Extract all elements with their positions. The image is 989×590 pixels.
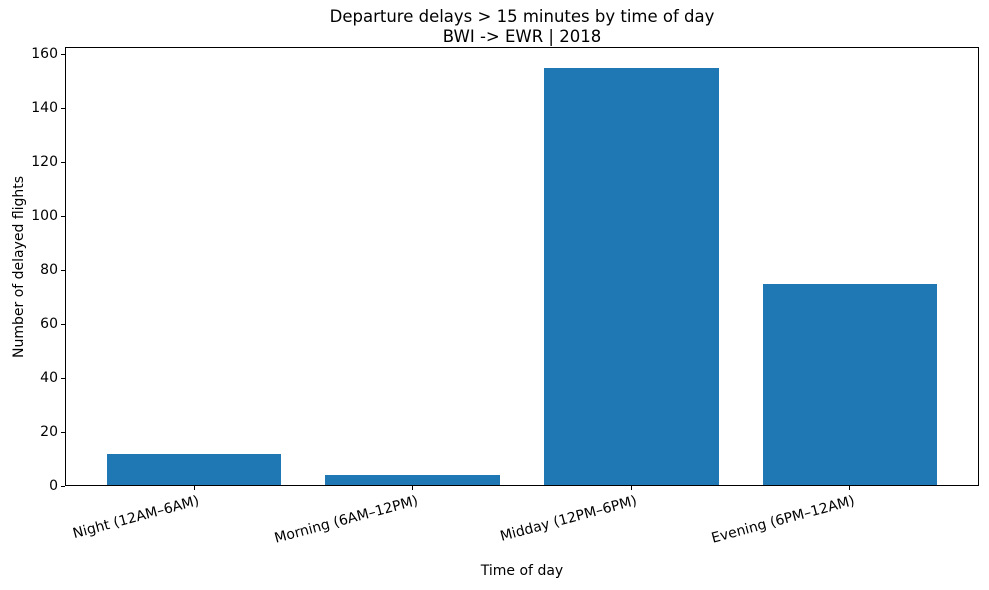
y-tick-mark — [61, 161, 65, 163]
chart-title-text: Departure delays > 15 minutes by time of… — [329, 7, 715, 26]
y-tick-mark — [61, 485, 65, 487]
y-tick-label: 60 — [40, 316, 58, 333]
y-tick-label: 120 — [31, 154, 58, 171]
x-tick-label: Evening (6PM–12AM) — [710, 493, 857, 547]
y-tick-mark — [61, 53, 65, 55]
bar — [106, 453, 282, 485]
bar — [762, 283, 938, 485]
chart-title: Departure delays > 15 minutes by time of… — [65, 7, 979, 47]
y-tick-label: 160 — [31, 46, 58, 63]
y-tick-label: 40 — [40, 370, 58, 387]
x-axis-label: Time of day — [480, 563, 564, 579]
y-tick-mark — [61, 107, 65, 109]
x-tick-label: Morning (6AM–12PM) — [272, 493, 420, 547]
bar — [543, 67, 719, 485]
y-tick-mark — [61, 215, 65, 217]
chart-subtitle-text: BWI -> EWR | 2018 — [442, 27, 602, 46]
bar — [325, 475, 501, 485]
x-tick-label: Midday (12PM–6PM) — [498, 493, 639, 545]
y-tick-label: 0 — [49, 478, 58, 494]
x-tick-mark — [630, 486, 632, 490]
y-tick-mark — [61, 269, 65, 271]
y-tick-mark — [61, 431, 65, 433]
x-tick-mark — [849, 486, 851, 490]
y-tick-label: 20 — [40, 424, 58, 441]
y-tick-label: 140 — [31, 100, 58, 117]
x-tick-label: Night (12AM–6AM) — [71, 493, 201, 543]
x-tick-mark — [193, 486, 195, 490]
y-tick-label: 80 — [40, 262, 58, 279]
y-tick-mark — [61, 377, 65, 379]
y-tick-label: 100 — [31, 208, 58, 225]
x-tick-mark — [412, 486, 414, 490]
y-tick-mark — [61, 323, 65, 325]
